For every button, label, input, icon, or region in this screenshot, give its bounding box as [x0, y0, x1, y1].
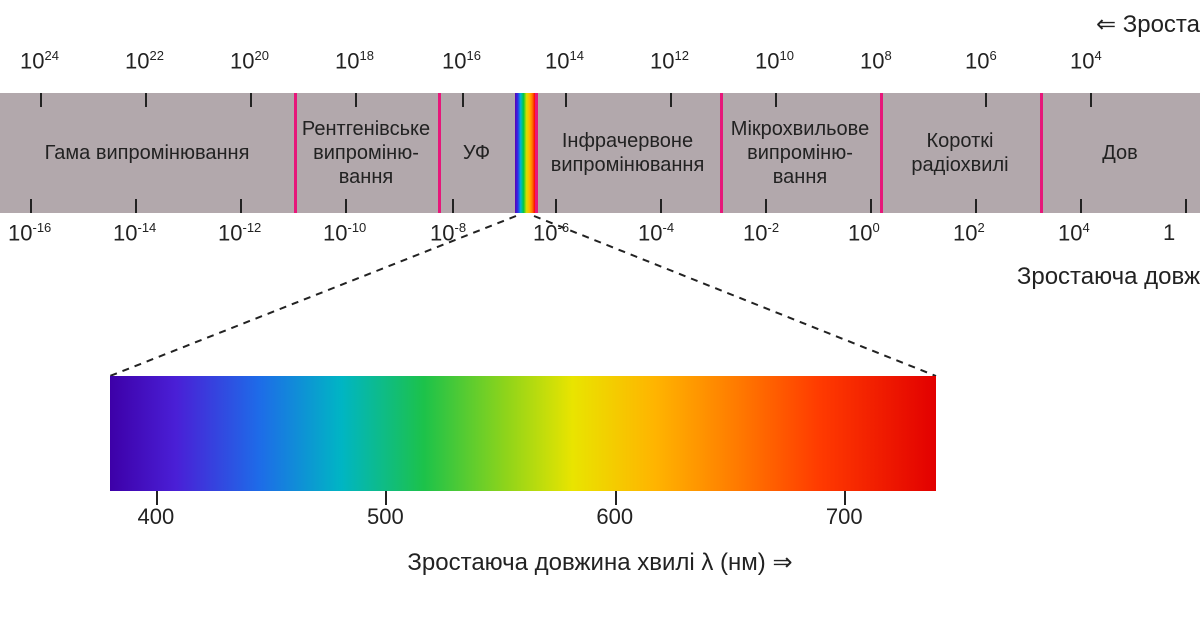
- visible-tick-label: 600: [596, 504, 633, 530]
- frequency-tick-label: 1010: [755, 48, 794, 74]
- visible-tick-label: 700: [826, 504, 863, 530]
- visible-axis-label: Зростаюча довжина хвилі λ (нм) ⇒: [0, 548, 1200, 577]
- visible-tick-label: 400: [138, 504, 175, 530]
- frequency-tick-label: 1022: [125, 48, 164, 74]
- band-region-label: УФ: [438, 93, 515, 213]
- band-region-label: Дов: [1040, 93, 1200, 213]
- visible-tick: [615, 491, 617, 505]
- visible-tick: [844, 491, 846, 505]
- visible-light-slit: [515, 93, 535, 213]
- frequency-tick-label: 1012: [650, 48, 689, 74]
- frequency-tick-label: 1024: [20, 48, 59, 74]
- frequency-tick-label: 104: [1070, 48, 1102, 74]
- band-region-label: Рентгенівське випроміню-вання: [294, 93, 438, 213]
- frequency-scale: 1024 1022 1020 1018 1016 1014 1012 1010 108 106 10…: [0, 48, 1200, 88]
- frequency-tick-label: 1016: [442, 48, 481, 74]
- frequency-tick-label: 1018: [335, 48, 374, 74]
- em-band-strip: Гама випромінюванняРентгенівське випромі…: [0, 93, 1200, 213]
- frequency-tick-label: 106: [965, 48, 997, 74]
- band-region-label: Короткі радіохвилі: [880, 93, 1040, 213]
- visible-tick: [156, 491, 158, 505]
- frequency-tick-label: 1020: [230, 48, 269, 74]
- frequency-tick-label: 108: [860, 48, 892, 74]
- band-region-label: Гама випромінювання: [0, 93, 294, 213]
- visible-tick-label: 500: [367, 504, 404, 530]
- band-region-label: Інфрачервоне випромінювання: [535, 93, 720, 213]
- increasing-freq-label: ⇐ Зроста: [1096, 10, 1200, 39]
- visible-tick: [385, 491, 387, 505]
- visible-spectrum-bar: [110, 376, 936, 491]
- band-region-label: Мікрохвильове випроміню-вання: [720, 93, 880, 213]
- frequency-tick-label: 1014: [545, 48, 584, 74]
